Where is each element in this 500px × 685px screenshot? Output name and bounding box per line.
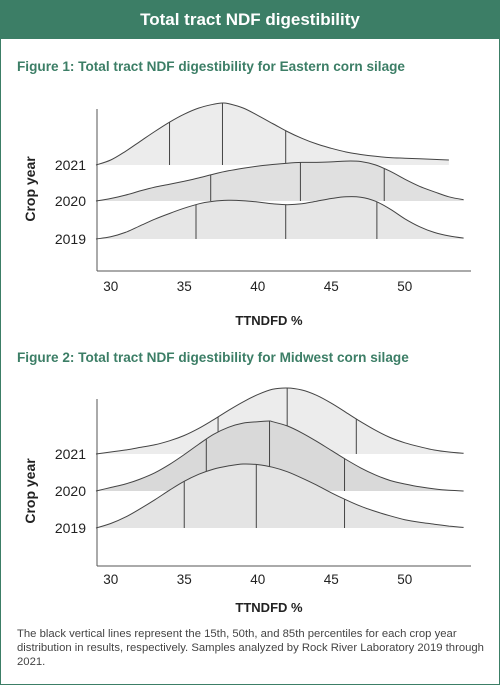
x-tick-label: 35 [177,279,192,294]
x-axis-title: TTNDFD % [235,600,303,615]
year-label-2019: 2019 [55,520,86,536]
banner-title: Total tract NDF digestibility [1,1,499,39]
ridge-outline-2019 [95,463,464,529]
ridge-area-2019 [96,196,464,239]
year-label-2021: 2021 [55,446,86,462]
caption-note: The black vertical lines represent the 1… [17,628,484,668]
x-tick-label: 45 [324,279,339,294]
x-tick-label: 40 [250,572,265,587]
x-tick-label: 30 [103,572,118,587]
year-label-2019: 2019 [55,231,86,247]
ridge-area-2019 [96,463,464,528]
x-tick-label: 35 [177,572,192,587]
figure-2-chart: 2021 2020 2019 30 35 40 45 50 TTNDFD % Crop year [22,387,471,615]
ridge-area-2020 [96,161,464,201]
y-axis-title: Crop year [22,458,38,524]
x-tick-label: 50 [397,279,412,294]
ridge-outline-2020 [95,160,464,202]
ridge-area-2021 [96,102,449,165]
ridge-outline-2019 [95,196,464,240]
figure-2-title: Figure 2: Total tract NDF digestibility … [17,350,409,365]
ridge-outline-2020 [95,420,464,492]
ridge-outline-2021 [95,102,449,166]
year-label-2020: 2020 [55,193,86,209]
figure-1-title: Figure 1: Total tract NDF digestibility … [17,59,405,74]
year-label-2020: 2020 [55,483,86,499]
x-tick-label: 40 [250,279,265,294]
x-tick-label: 30 [103,279,118,294]
x-tick-label: 45 [324,572,339,587]
ridge-area-2021 [96,387,464,454]
figure-1-chart: 2021 2020 2019 30 35 40 45 50 TTNDFD % Crop year [22,102,471,328]
x-tick-label: 50 [397,572,412,587]
year-label-2021: 2021 [55,157,86,173]
y-axis-title: Crop year [22,156,38,222]
ridge-outline-2021 [95,387,464,455]
x-axis-title: TTNDFD % [235,313,303,328]
